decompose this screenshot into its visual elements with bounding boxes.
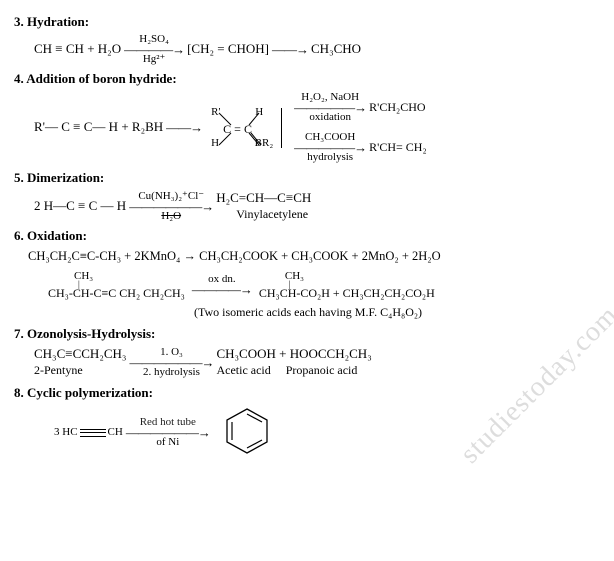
r3-arrow: H₂SO₄ ————→ Hg²⁺ bbox=[124, 34, 184, 65]
r4-b1-bottom: oxidation bbox=[309, 112, 351, 123]
section-4-title: 4. Addition of boron hydride: bbox=[14, 71, 600, 87]
r4-bl: H bbox=[211, 136, 219, 150]
r3-right: CH₃CHO bbox=[311, 41, 361, 58]
r6-sr-main: CH₃CH-CO₂H + CH₃CH₂CH₂CO₂H bbox=[259, 287, 435, 300]
reaction-4: R'— C ≡ C— H + R₂BH ——→ R' H H BR₂ C = C… bbox=[34, 91, 600, 164]
r5-left: 2 H—C ≡ C — H bbox=[34, 198, 126, 215]
r6-arrow: ox dn. ————→ bbox=[192, 274, 252, 296]
benzene-icon bbox=[219, 405, 275, 460]
r4-b2-bottom: hydrolysis bbox=[307, 152, 353, 163]
r4-tl: R' bbox=[211, 105, 220, 119]
r4-center: C = C bbox=[223, 122, 252, 138]
r6-sl-top: CH₃ bbox=[74, 271, 185, 283]
r3-arrow2: ——→ bbox=[272, 43, 308, 56]
r3-left: CH ≡ CH + H₂O bbox=[34, 41, 121, 58]
r7-left: CH₃C≡CCH₂CH₃ bbox=[34, 346, 126, 363]
r8-left: 3 HCCH bbox=[54, 425, 123, 439]
reaction-3: CH ≡ CH + H₂O H₂SO₄ ————→ Hg²⁺ [CH₂ = CH… bbox=[34, 34, 600, 65]
section-7-title: 7. Ozonolysis-Hydrolysis: bbox=[14, 326, 600, 342]
reaction-6b: CH₃ | CH₃-CH-C≡C CH₂ CH₂CH₃ ox dn. ————→… bbox=[44, 271, 600, 300]
r5-prod-name: Vinylacetylene bbox=[236, 207, 308, 223]
r6-sr-top: CH₃ bbox=[285, 271, 435, 283]
r6-sl: CH₃ | CH₃-CH-C≡C CH₂ CH₂CH₃ bbox=[48, 271, 185, 300]
r6-note: (Two isomeric acids each having M.F. C₄H… bbox=[194, 305, 600, 320]
reaction-5: 2 H—C ≡ C — H Cu(NH₃)₂⁺Cl⁻ ——————→ H₂O H… bbox=[34, 190, 600, 222]
r4-b1-prod: R'CH₂CHO bbox=[369, 100, 425, 116]
r4-br: BR₂ bbox=[255, 136, 274, 150]
r7-prod: CH₃COOH + HOOCCH₂CH₃ bbox=[216, 346, 371, 363]
section-5-title: 5. Dimerization: bbox=[14, 170, 600, 186]
r3-mid: [CH₂ = CHOH] bbox=[187, 41, 269, 58]
reaction-7: CH₃C≡CCH₂CH₃ 2-Pentyne 1. O₃ ——————→ 2. … bbox=[34, 346, 600, 378]
section-6-title: 6. Oxidation: bbox=[14, 228, 600, 244]
r6-sr: CH₃ | CH₃CH-CO₂H + CH₃CH₂CH₂CO₂H bbox=[259, 271, 435, 300]
reaction-8: 3 HCCH Red hot tube ——————→ of Ni bbox=[54, 405, 600, 460]
r4-tr: H bbox=[255, 105, 263, 119]
r4-bracket bbox=[281, 108, 283, 148]
reaction-6a: CH₃CH₂C≡C-CH₃ + 2KMnO₄ → CH₃CH₂COOK + CH… bbox=[28, 248, 600, 264]
section-8-title: 8. Cyclic polymerization: bbox=[14, 385, 600, 401]
r7-prod-names: Acetic acid Propanoic acid bbox=[216, 363, 371, 379]
r7-left-name: 2-Pentyne bbox=[34, 363, 126, 379]
r6-sl-main: CH₃-CH-C≡C CH₂ CH₂CH₃ bbox=[48, 287, 185, 300]
r8-arrow: Red hot tube ——————→ of Ni bbox=[126, 417, 210, 448]
r4-intermediate: R' H H BR₂ C = C bbox=[205, 107, 275, 149]
r3-reag-bottom: Hg²⁺ bbox=[143, 54, 166, 65]
r7-reag-bottom: 2. hydrolysis bbox=[143, 367, 200, 378]
section-3-title: 3. Hydration: bbox=[14, 14, 600, 30]
r4-branches: H₂O₂, NaOH —————→ oxidation R'CH₂CHO CH₃… bbox=[291, 91, 426, 164]
r5-prod: H₂C=CH—C≡CH bbox=[216, 190, 311, 207]
r8-reag-bottom: of Ni bbox=[156, 437, 179, 448]
r4-b2-prod: R'CH= CH₂ bbox=[369, 140, 426, 156]
r5-arrow: Cu(NH₃)₂⁺Cl⁻ ——————→ H₂O bbox=[129, 191, 213, 222]
r5-reag-bottom: H₂O bbox=[161, 211, 181, 222]
r4-left: R'— C ≡ C— H + R₂BH bbox=[34, 119, 163, 136]
r4-arrow1: ——→ bbox=[166, 121, 202, 134]
r7-arrow: 1. O₃ ——————→ 2. hydrolysis bbox=[129, 347, 213, 378]
